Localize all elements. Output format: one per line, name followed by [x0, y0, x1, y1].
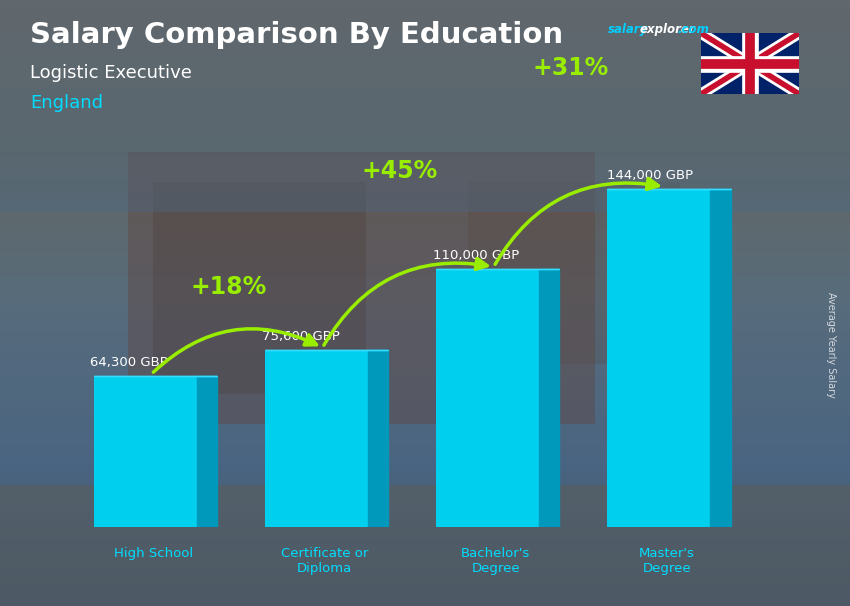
Text: High School: High School — [114, 547, 193, 559]
Text: England: England — [30, 94, 103, 112]
Polygon shape — [710, 188, 731, 527]
Text: 64,300 GBP: 64,300 GBP — [90, 356, 168, 369]
Text: .com: .com — [677, 23, 709, 36]
Polygon shape — [196, 376, 217, 527]
Text: +45%: +45% — [361, 159, 438, 184]
Text: Master's
Degree: Master's Degree — [639, 547, 695, 574]
Bar — [436, 268, 539, 527]
Text: explorer: explorer — [639, 23, 694, 36]
Text: +18%: +18% — [190, 275, 267, 299]
Text: Average Yearly Salary: Average Yearly Salary — [826, 293, 836, 398]
Text: Salary Comparison By Education: Salary Comparison By Education — [30, 21, 563, 49]
Text: Logistic Executive: Logistic Executive — [30, 64, 191, 82]
Bar — [608, 188, 710, 527]
Bar — [0, 485, 850, 606]
Text: salary: salary — [608, 23, 648, 36]
Text: 110,000 GBP: 110,000 GBP — [433, 248, 519, 262]
Text: 144,000 GBP: 144,000 GBP — [608, 168, 694, 182]
Bar — [468, 182, 680, 364]
Bar — [153, 182, 366, 394]
Polygon shape — [539, 268, 559, 527]
Bar — [265, 350, 368, 527]
Bar — [0, 0, 850, 212]
Text: Bachelor's
Degree: Bachelor's Degree — [462, 547, 530, 574]
Text: 75,600 GBP: 75,600 GBP — [262, 330, 339, 342]
Bar — [128, 152, 595, 424]
Text: +31%: +31% — [533, 56, 609, 80]
Polygon shape — [368, 350, 388, 527]
Bar — [94, 376, 196, 527]
Text: Certificate or
Diploma: Certificate or Diploma — [280, 547, 368, 574]
